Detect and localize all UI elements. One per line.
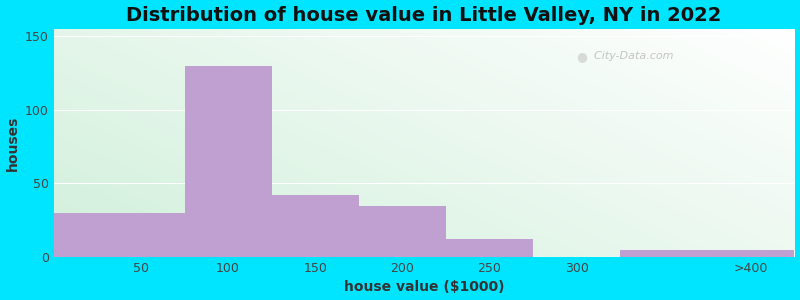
Bar: [272, 195, 358, 257]
X-axis label: house value ($1000): house value ($1000): [344, 280, 504, 294]
Bar: [358, 206, 446, 257]
Bar: [54, 213, 185, 257]
Y-axis label: houses: houses: [6, 115, 19, 171]
Text: ●: ●: [576, 50, 587, 63]
Text: City-Data.com: City-Data.com: [587, 51, 674, 61]
Bar: [446, 239, 533, 257]
Bar: [185, 66, 272, 257]
Bar: [620, 250, 794, 257]
Title: Distribution of house value in Little Valley, NY in 2022: Distribution of house value in Little Va…: [126, 6, 722, 25]
